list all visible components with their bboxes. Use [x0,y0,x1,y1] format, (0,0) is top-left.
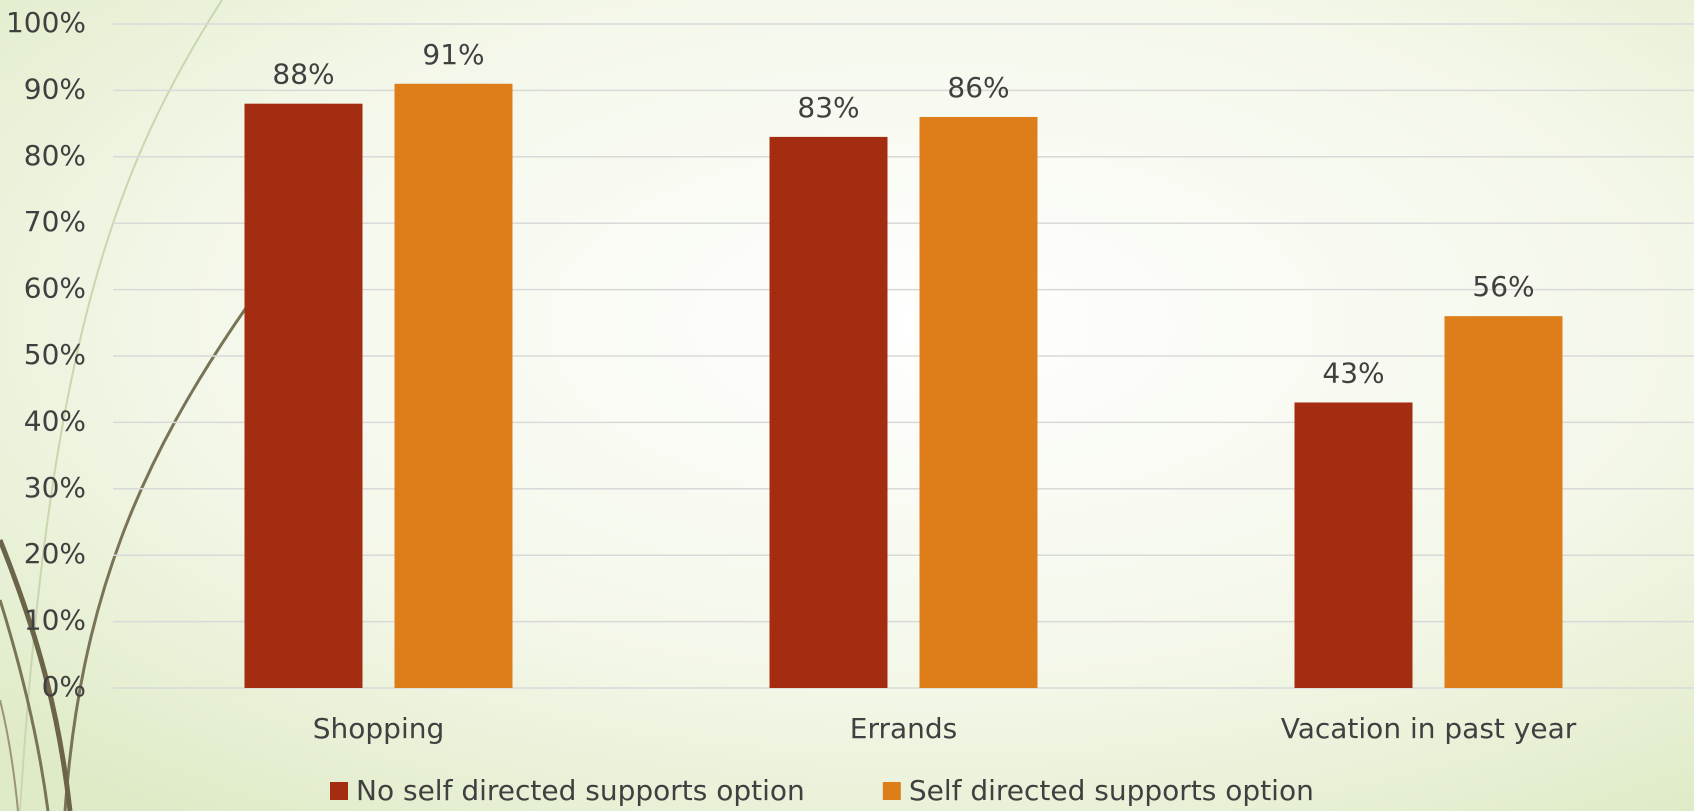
bar [919,116,1038,688]
x-tick-label: Errands [850,712,958,745]
y-tick-label: 90% [24,72,86,105]
value-label: 91% [422,38,484,71]
legend-swatch [882,782,901,800]
y-tick-label: 40% [24,404,86,437]
y-tick-label: 80% [24,139,86,172]
value-label: 56% [1472,270,1534,303]
y-tick-label: 10% [24,604,86,637]
legend-label: No self directed supports option [356,774,805,807]
x-tick-label: Vacation in past year [1281,712,1577,745]
value-label: 86% [947,71,1009,104]
value-label: 88% [272,58,334,91]
y-tick-label: 60% [24,272,86,305]
legend-swatch [330,782,348,800]
y-tick-label: 30% [24,471,86,504]
bar [394,83,513,688]
y-tick-label: 100% [6,6,86,39]
x-tick-label: Shopping [313,712,445,745]
bar [769,136,888,688]
value-label: 83% [797,91,859,124]
bar [1294,402,1413,688]
value-label: 43% [1322,356,1384,389]
y-tick-label: 70% [24,205,86,238]
decoration [0,0,250,811]
legend-label: Self directed supports option [909,774,1314,807]
y-tick-label: 20% [24,537,86,570]
plot-area: 0% 10% 20% 30% 40% 50% 60% 70% 80% 90% 100% Shoppin… [6,6,1694,807]
bar [1444,316,1563,688]
y-tick-label: 50% [24,338,86,371]
y-tick-label: 0% [42,670,86,703]
bar [244,103,363,689]
